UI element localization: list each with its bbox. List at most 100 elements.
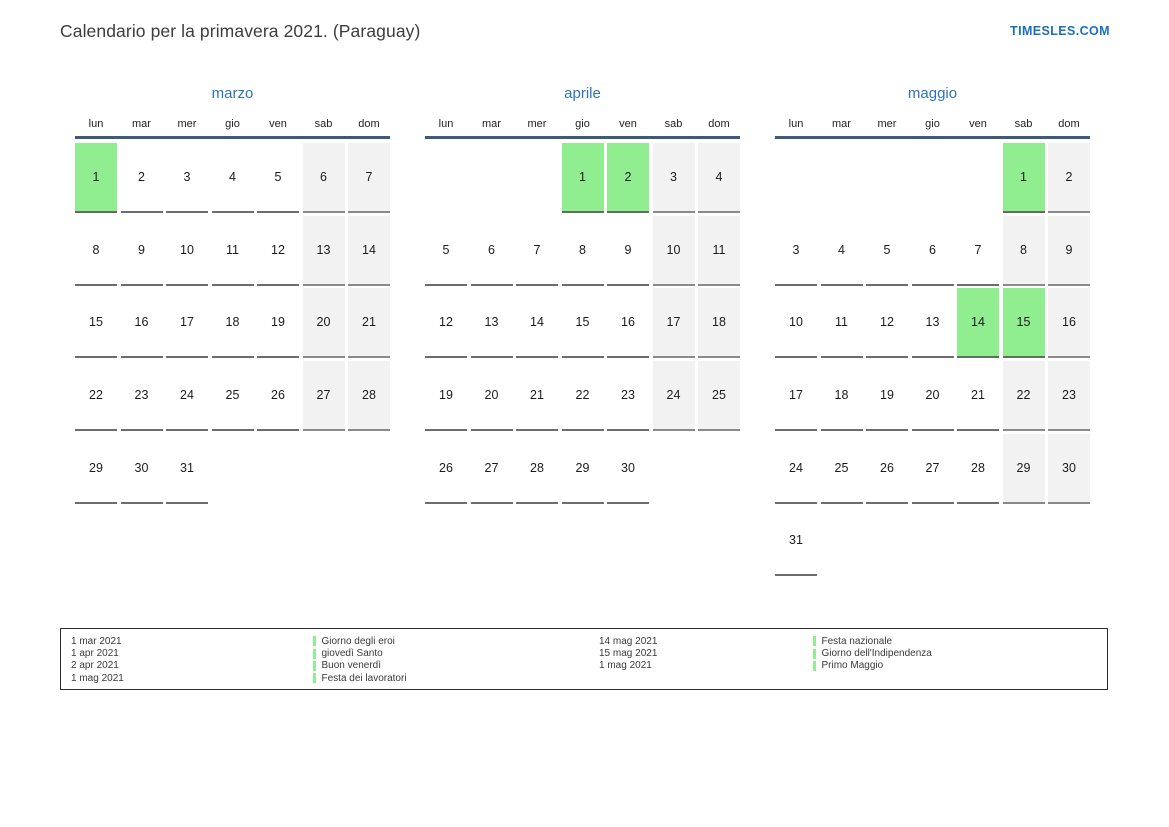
legend-label: Primo Maggio [821,660,884,672]
empty-cell [471,143,513,213]
legend-item: Buon venerdì [313,660,407,672]
legend-label: giovedì Santo [321,648,383,660]
day-cell: 30 [120,434,163,504]
legend-label: Festa nazionale [821,635,893,647]
day-cell: 19 [257,288,299,359]
day-cell: 15 [75,288,117,359]
week-row: 29 30 31 [75,434,390,507]
day-cell: 29 [75,434,117,504]
legend-label: Giorno degli eroi [321,635,395,647]
day-cell: 5 [257,143,299,213]
day-cell: 27 [911,434,954,504]
holiday-marker-icon [313,636,316,647]
day-cell: 24 [652,361,695,432]
day-cell: 9 [607,216,649,286]
legend-dates-column: 14 mag 2021 15 mag 2021 1 mag 2021 [599,635,657,672]
month-marzo: marzo lun mar mer gio ven sab dom 1 2 3 4 5 6 7 8 9 10 11 1… [75,85,390,579]
day-cell: 8 [561,216,604,286]
weekday-label: mer [177,118,197,130]
day-cell: 10 [775,288,817,359]
day-cell: 1 [561,143,604,213]
day-cell: 4 [820,216,863,286]
day-cell: 4 [698,143,740,213]
day-cell: 10 [166,216,208,286]
day-cell: 12 [257,216,299,286]
day-cell: 29 [561,434,604,504]
week-row: 15 16 17 18 19 20 21 [75,288,390,361]
day-cell: 15 [1002,288,1045,359]
weekday-label: ven [969,118,987,130]
weekday-label: dom [1058,118,1080,130]
weekday-label: lun [438,118,454,130]
weeks-grid: 1 2 3 4 5 6 7 8 9 10 11 12 13 14 15 16 17 18 19 20 21 22 23 24 2… [775,143,1090,579]
timesles-link[interactable]: TIMESLES.COM [1010,24,1110,38]
day-cell: 20 [470,361,513,432]
day-cell: 7 [516,216,558,286]
day-cell: 22 [75,361,117,432]
day-cell: 5 [425,216,467,286]
legend-date: 1 apr 2021 [71,648,119,660]
legend-labels-column: Festa nazionale Giorno dell'Indipendenza P… [813,635,932,672]
day-cell: 8 [1002,215,1045,286]
legend-labels-column: Giorno degli eroi giovedì Santo Buon vener… [313,635,407,685]
weekday-label: lun [788,118,804,130]
day-cell: 20 [911,361,954,432]
day-cell: 23 [120,361,163,432]
legend-item: giovedì Santo [313,647,407,659]
holiday-marker-icon [313,660,316,671]
day-cell: 31 [775,506,817,577]
week-row: 10 11 12 13 14 15 16 [775,288,1090,361]
empty-cell [516,143,558,213]
day-cell: 18 [820,361,863,432]
weeks-grid: 1 2 3 4 5 6 7 8 9 10 11 12 13 14 15 16 17 18 19 20 21 22 23 24 2… [425,143,740,506]
day-cell: 30 [607,434,649,504]
day-cell: 3 [775,216,817,286]
day-cell: 25 [698,361,740,432]
day-cell: 26 [866,434,908,504]
day-cell: 28 [516,434,558,504]
day-cell: 7 [957,216,999,286]
month-aprile: aprile lun mar mer gio ven sab dom 1 2 3 4 5 6 7 8 9 10 11… [425,85,740,579]
legend-date: 14 mag 2021 [599,635,658,647]
weekday-label: mer [527,118,547,130]
week-row: 12 13 14 15 16 17 18 [425,288,740,361]
week-row: 5 6 7 8 9 10 11 [425,215,740,289]
day-cell: 26 [257,361,299,432]
day-cell: 20 [302,288,345,359]
week-row: 31 [775,506,1090,579]
day-cell: 9 [1048,215,1090,286]
day-cell: 6 [302,143,345,213]
day-cell: 23 [1048,361,1090,432]
day-cell: 28 [957,434,999,504]
day-cell: 27 [302,361,345,432]
day-cell: 17 [775,361,817,432]
day-cell: 31 [166,434,208,504]
day-cell: 8 [75,216,117,286]
day-cell: 4 [211,143,254,213]
weekday-label: gio [225,118,240,130]
empty-cell [957,143,999,213]
week-row: 26 27 28 29 30 [425,434,740,507]
calendars-row: marzo lun mar mer gio ven sab dom 1 2 3 4 5 6 7 8 9 10 11 1… [75,85,1090,579]
week-row: 8 9 10 11 12 13 14 [75,215,390,289]
month-title: maggio [907,85,958,102]
day-cell: 17 [166,288,208,359]
legend-item: Festa nazionale [813,635,932,647]
empty-cell [775,143,817,213]
day-cell: 7 [348,143,390,213]
page-title: Calendario per la primavera 2021. (Parag… [60,21,421,41]
legend-date: 1 mag 2021 [599,660,652,672]
day-cell: 25 [820,434,863,504]
day-cell: 24 [166,361,208,432]
day-cell: 3 [652,143,695,213]
day-cell: 21 [348,288,390,359]
empty-cell [1048,506,1090,576]
day-cell: 11 [820,288,863,359]
empty-cell [821,143,863,213]
holiday-marker-icon [313,673,316,684]
day-cell: 19 [866,361,908,432]
weekday-label: gio [575,118,590,130]
day-cell: 15 [561,288,604,359]
holiday-marker-icon [313,648,316,659]
